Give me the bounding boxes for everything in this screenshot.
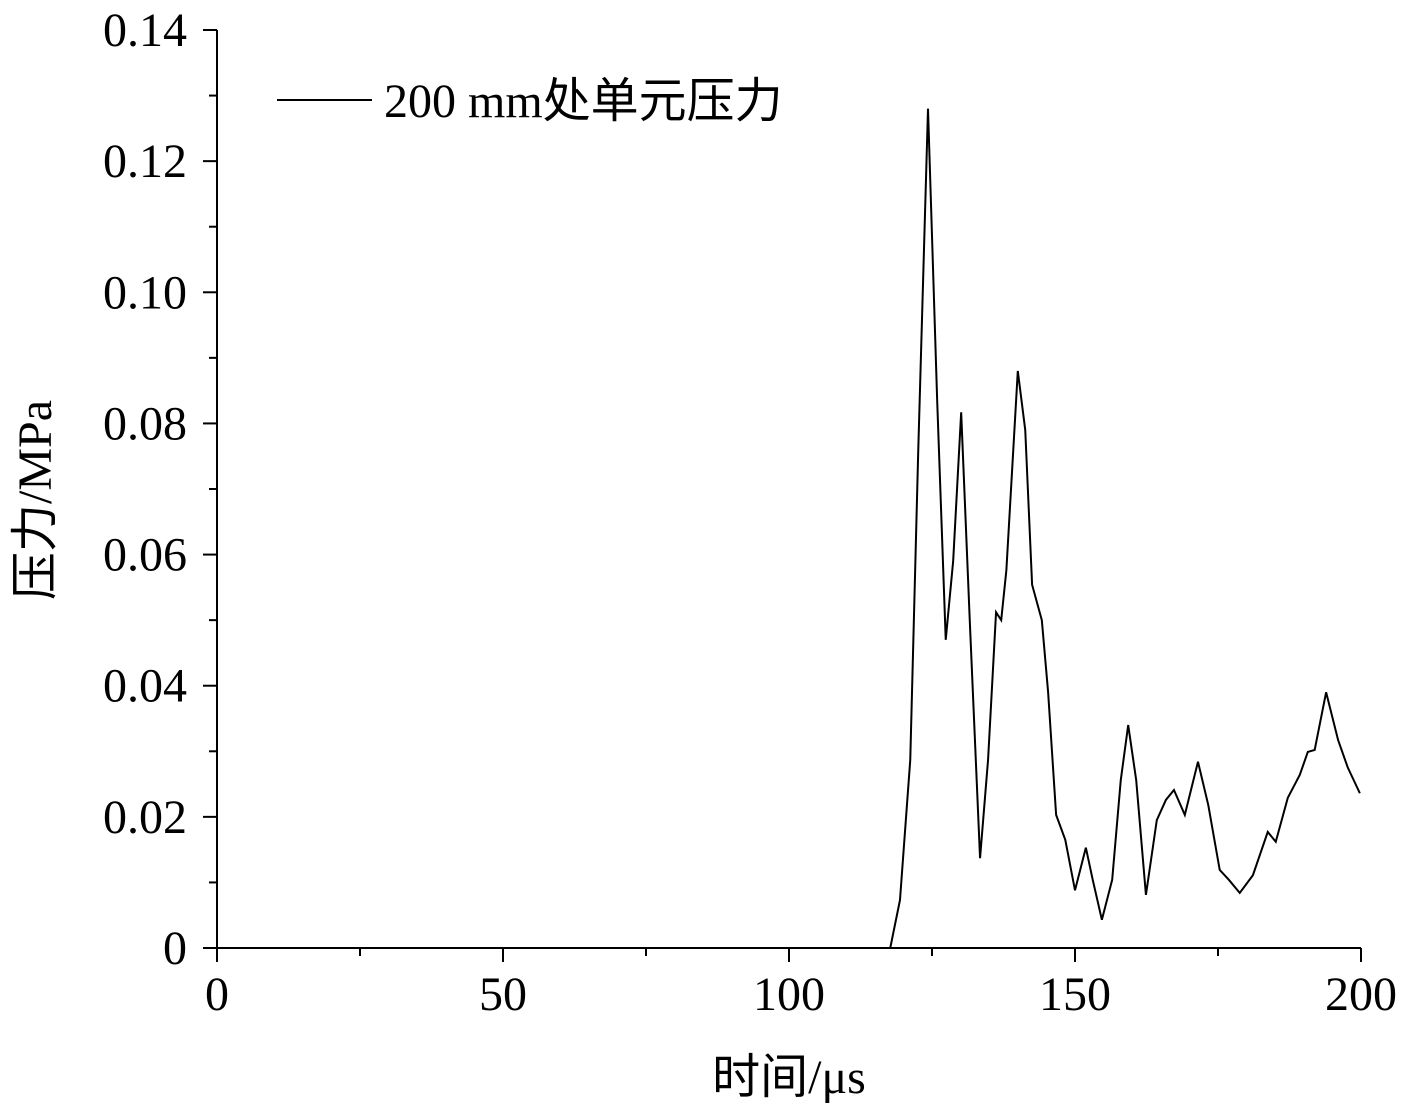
y-tick-label: 0.06 [103,529,187,582]
line-series [217,108,1361,949]
y-tick-label: 0.02 [103,791,187,844]
y-tick-label: 0.10 [103,266,187,319]
y-tick-label: 0.12 [103,135,187,188]
y-tick-label: 0.08 [103,397,187,450]
x-tick-label: 0 [205,968,229,1021]
legend-label: 200 mm处单元压力 [384,75,783,128]
x-axis-label: 时间/μs [712,1051,866,1104]
x-tick-label: 50 [479,968,527,1021]
y-tick-label: 0 [163,922,187,975]
y-tick-label: 0.14 [103,4,187,57]
x-tick-label: 200 [1325,968,1397,1021]
x-tick-label: 150 [1039,968,1111,1021]
x-tick-label: 100 [753,968,825,1021]
y-axis-label: 压力/MPa [9,400,62,600]
y-tick-label: 0.04 [103,660,187,713]
